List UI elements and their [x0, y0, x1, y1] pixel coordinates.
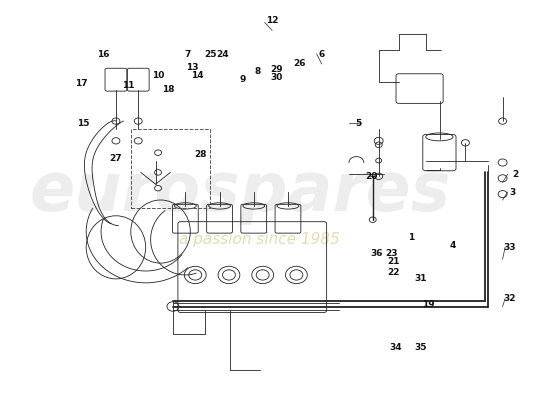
Text: 17: 17 [75, 79, 87, 88]
Text: 3: 3 [509, 188, 516, 197]
Text: 11: 11 [122, 81, 135, 90]
Text: 7: 7 [185, 50, 191, 58]
Text: 30: 30 [271, 73, 283, 82]
Text: 14: 14 [191, 71, 204, 80]
Text: 8: 8 [254, 67, 260, 76]
Text: 28: 28 [194, 150, 206, 159]
Text: 9: 9 [239, 75, 245, 84]
Text: 26: 26 [293, 60, 306, 68]
Text: 10: 10 [152, 71, 164, 80]
Text: 6: 6 [318, 50, 325, 58]
Text: 33: 33 [504, 243, 516, 252]
Text: 21: 21 [387, 257, 400, 266]
Text: 4: 4 [450, 241, 456, 250]
Text: 29: 29 [271, 65, 283, 74]
Text: 23: 23 [385, 249, 397, 258]
Text: 20: 20 [365, 172, 377, 181]
Text: 1: 1 [408, 233, 414, 242]
Text: 16: 16 [97, 50, 110, 58]
Text: 24: 24 [216, 50, 229, 58]
Text: 13: 13 [186, 63, 199, 72]
Text: 2: 2 [512, 170, 518, 179]
Text: 36: 36 [370, 249, 382, 258]
Text: 22: 22 [387, 268, 400, 278]
Text: 32: 32 [504, 294, 516, 303]
Text: 35: 35 [415, 344, 427, 352]
Text: 27: 27 [109, 154, 122, 163]
Text: 5: 5 [356, 118, 362, 128]
Text: 31: 31 [415, 274, 427, 283]
Text: 12: 12 [266, 16, 278, 25]
Bar [131, 129, 210, 208]
Text: 34: 34 [390, 344, 403, 352]
Text: 15: 15 [78, 118, 90, 128]
Text: eurospares: eurospares [29, 159, 450, 225]
Text: 18: 18 [162, 85, 174, 94]
Text: 19: 19 [422, 300, 435, 309]
Text: 25: 25 [204, 50, 216, 58]
Text: a passion since 1985: a passion since 1985 [179, 232, 340, 247]
